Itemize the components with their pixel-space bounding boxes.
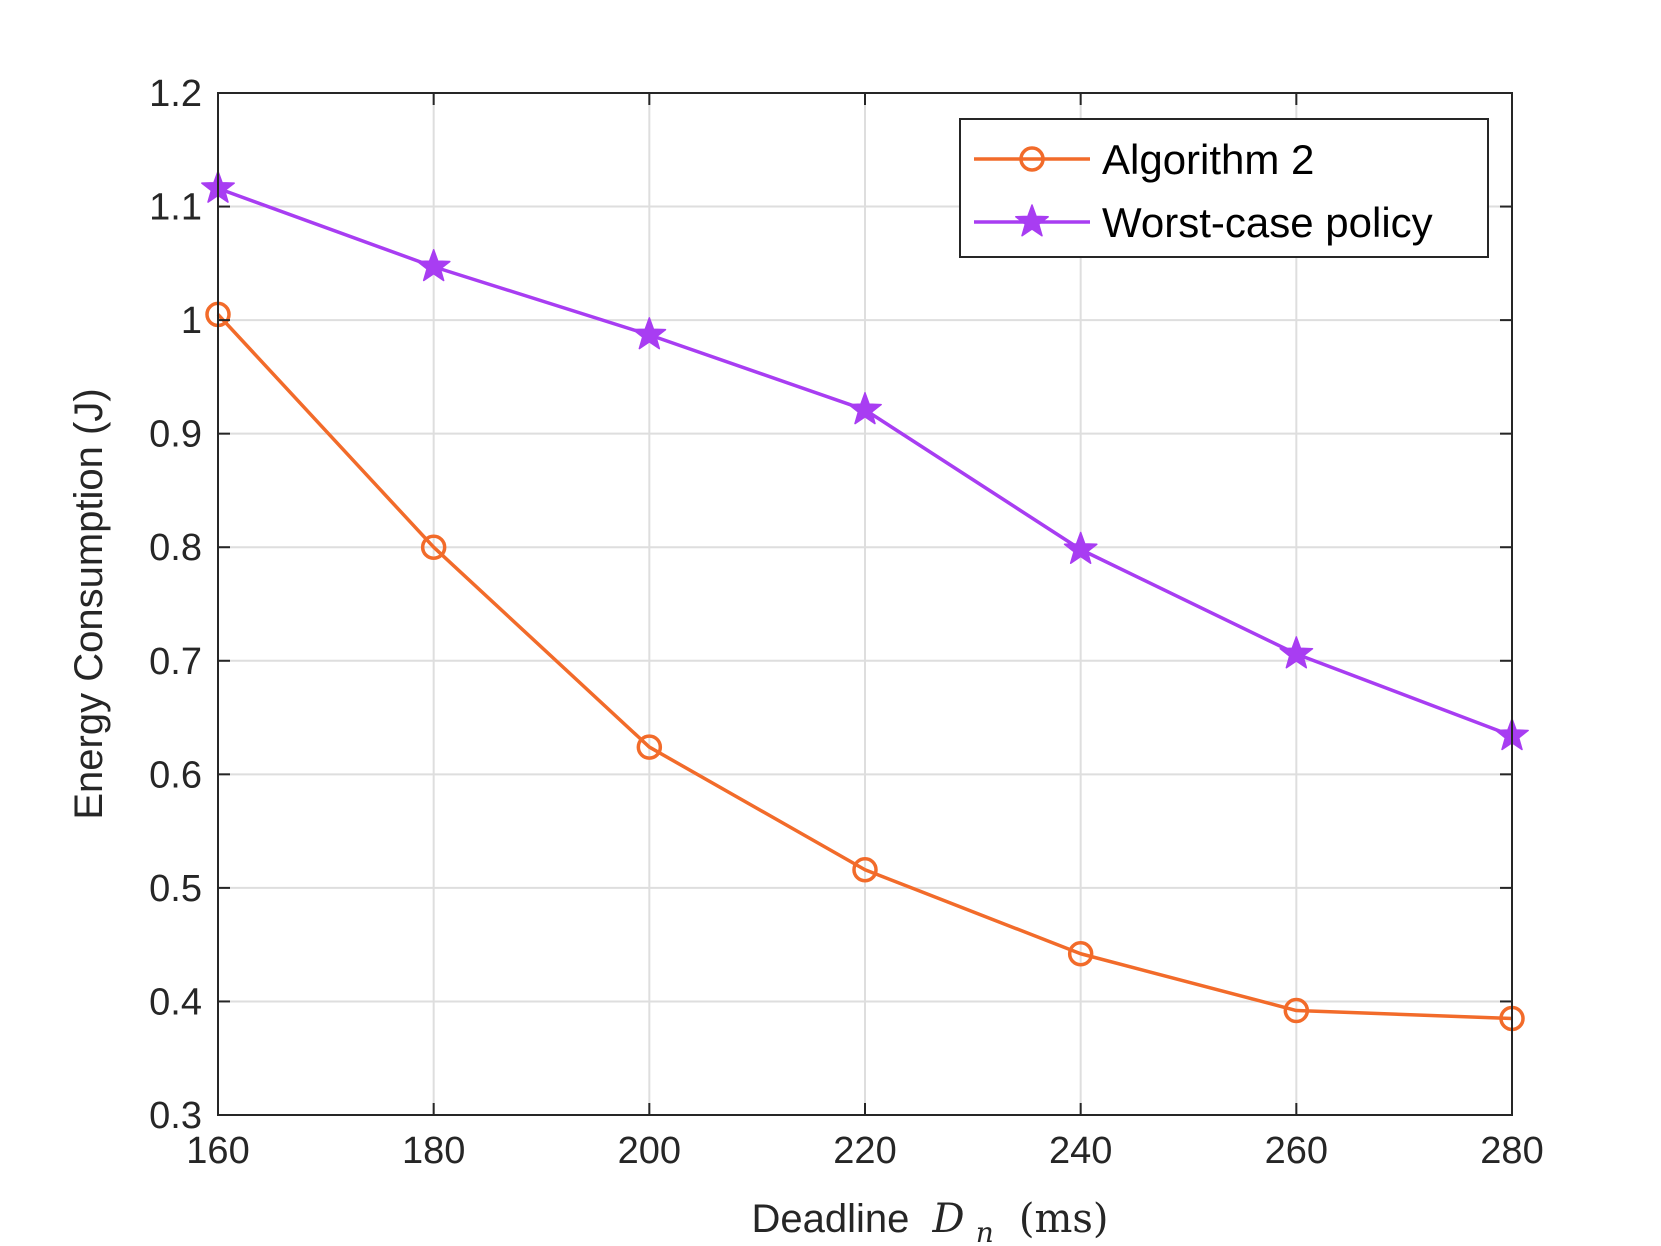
x-tick-label: 160 — [186, 1130, 249, 1172]
y-tick-label: 0.8 — [149, 527, 202, 569]
y-axis-label: Energy Consumption (J) — [67, 388, 111, 819]
data-point-worst-case-policy — [632, 317, 667, 350]
x-axis-label-units: (ms) — [1019, 1196, 1109, 1242]
x-tick-label: 180 — [402, 1130, 465, 1172]
axis-ticks — [217, 92, 1513, 1116]
y-tick-label: 0.4 — [149, 981, 202, 1023]
tick-labels: 160 180 200 220 240 260 280 0.3 0.4 0.5 0.6 0.7 0.8 0… — [149, 73, 1544, 1172]
x-tick-label: 220 — [833, 1130, 896, 1172]
x-axis-label-symbol: D — [931, 1196, 964, 1242]
x-axis-label: Deadline D n (ms) — [751, 1196, 1108, 1246]
y-tick-label: 0.7 — [149, 641, 202, 683]
legend-box — [959, 118, 1489, 258]
legend-label-algorithm-2: Algorithm 2 — [1102, 136, 1314, 183]
y-tick-label: 0.3 — [149, 1095, 202, 1137]
legend-entries: Algorithm 2 Worst-case policy — [974, 136, 1433, 246]
data-point-worst-case-policy — [1279, 636, 1314, 669]
legend-entry-algorithm-2: Algorithm 2 — [974, 136, 1314, 183]
data-point-worst-case-policy — [1063, 531, 1098, 564]
legend-entry-worst-case-policy: Worst-case policy — [974, 199, 1433, 246]
legend: Algorithm 2 Worst-case policy — [959, 118, 1489, 258]
y-tick-label: 1.2 — [149, 73, 202, 115]
data-point-worst-case-policy — [848, 392, 882, 425]
y-tick-label: 0.9 — [149, 414, 202, 456]
x-tick-label: 200 — [618, 1130, 681, 1172]
x-axis-label-subscript: n — [976, 1216, 994, 1246]
plot-series — [201, 170, 1529, 1032]
y-tick-label: 0.5 — [149, 868, 202, 910]
legend-label-worst-case-policy: Worst-case policy — [1102, 199, 1433, 246]
data-point-worst-case-policy — [416, 248, 451, 282]
y-tick-label: 0.6 — [149, 754, 202, 796]
x-tick-label: 240 — [1049, 1130, 1112, 1172]
x-tick-label: 260 — [1265, 1130, 1328, 1172]
data-point-algorithm-2 — [852, 856, 878, 883]
x-tick-label: 280 — [1480, 1130, 1543, 1172]
data-point-algorithm-2 — [1067, 941, 1094, 967]
legend-marker-worst-case-policy — [1015, 204, 1049, 237]
data-point-algorithm-2 — [420, 534, 447, 560]
series-line-algorithm-2 — [216, 313, 1513, 1021]
legend-marker-algorithm-2 — [1019, 146, 1045, 172]
data-point-algorithm-2 — [1283, 997, 1310, 1024]
x-axis-label-text: Deadline — [751, 1197, 909, 1241]
y-tick-label: 1 — [181, 300, 202, 342]
data-point-algorithm-2 — [636, 734, 663, 760]
y-tick-label: 1.1 — [149, 187, 202, 229]
